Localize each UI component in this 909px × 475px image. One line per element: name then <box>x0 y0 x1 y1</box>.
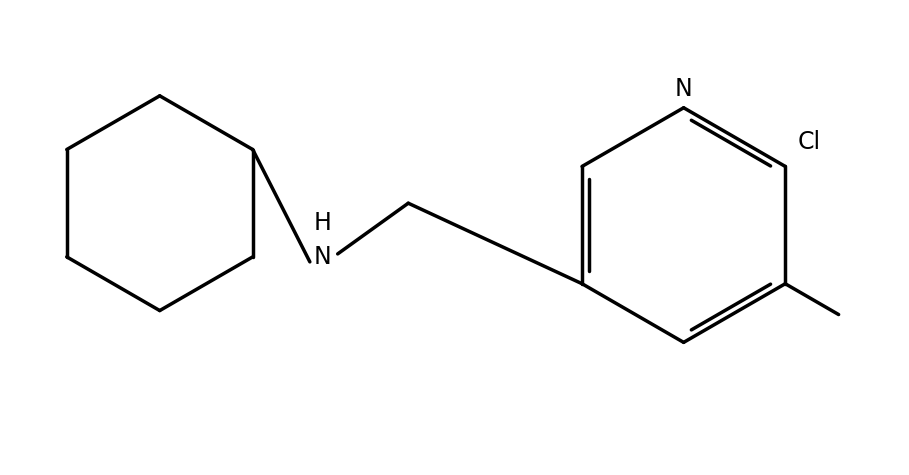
Text: Cl: Cl <box>797 131 820 154</box>
Text: N: N <box>314 245 332 269</box>
Text: N: N <box>674 77 693 101</box>
Text: H: H <box>314 211 332 235</box>
